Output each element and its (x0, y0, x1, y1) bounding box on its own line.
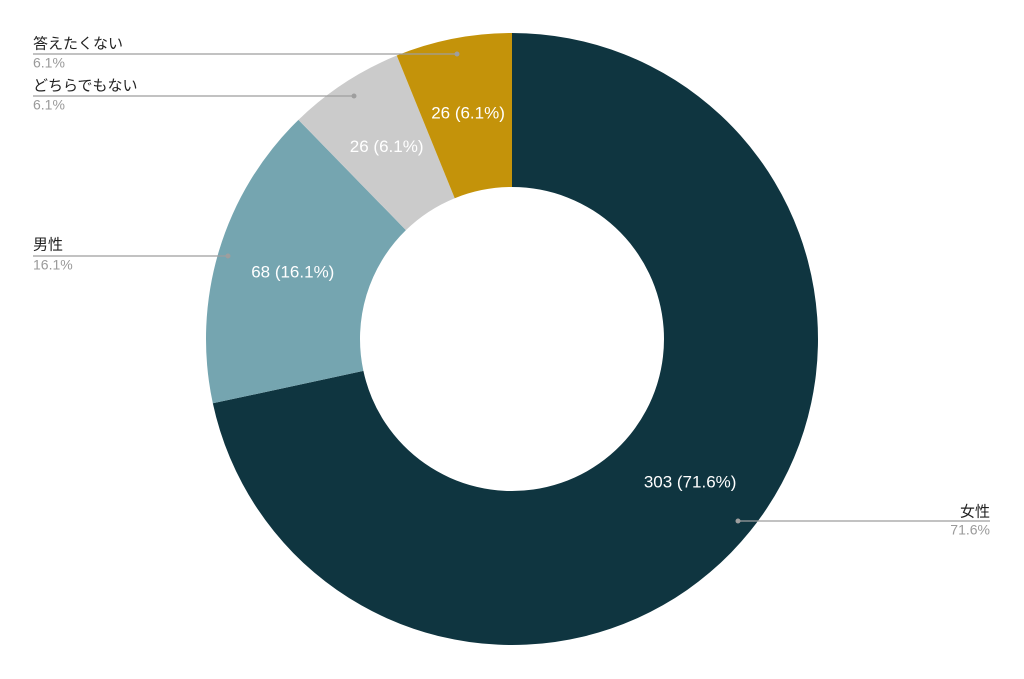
legend-percent-2: 6.1% (33, 97, 65, 113)
slice-data-label-0: 303 (71.6%) (644, 472, 737, 491)
slice-data-label-2: 26 (6.1%) (350, 137, 424, 156)
legend-percent-1: 16.1% (33, 257, 73, 273)
legend-name-1: 男性 (33, 236, 63, 254)
donut-slices (206, 33, 818, 645)
legend-name-0: 女性 (960, 503, 990, 521)
slice-1 (206, 119, 406, 404)
slice-data-label-3: 26 (6.1%) (431, 104, 505, 123)
slice-2 (298, 55, 455, 231)
legend-name-3: 答えたくない (33, 35, 123, 53)
slice-0 (212, 33, 818, 645)
slice-data-label-1: 68 (16.1%) (251, 262, 334, 281)
legend-name-2: どちらでもない (33, 77, 138, 95)
legend-percent-3: 6.1% (33, 55, 65, 71)
legend-percent-0: 71.6% (950, 522, 990, 538)
legend-leader-lines (33, 51, 990, 524)
slice-3 (396, 33, 512, 199)
donut-data-labels: 303 (71.6%) 68 (16.1%) 26 (6.1%) 26 (6.1%) (251, 104, 736, 492)
